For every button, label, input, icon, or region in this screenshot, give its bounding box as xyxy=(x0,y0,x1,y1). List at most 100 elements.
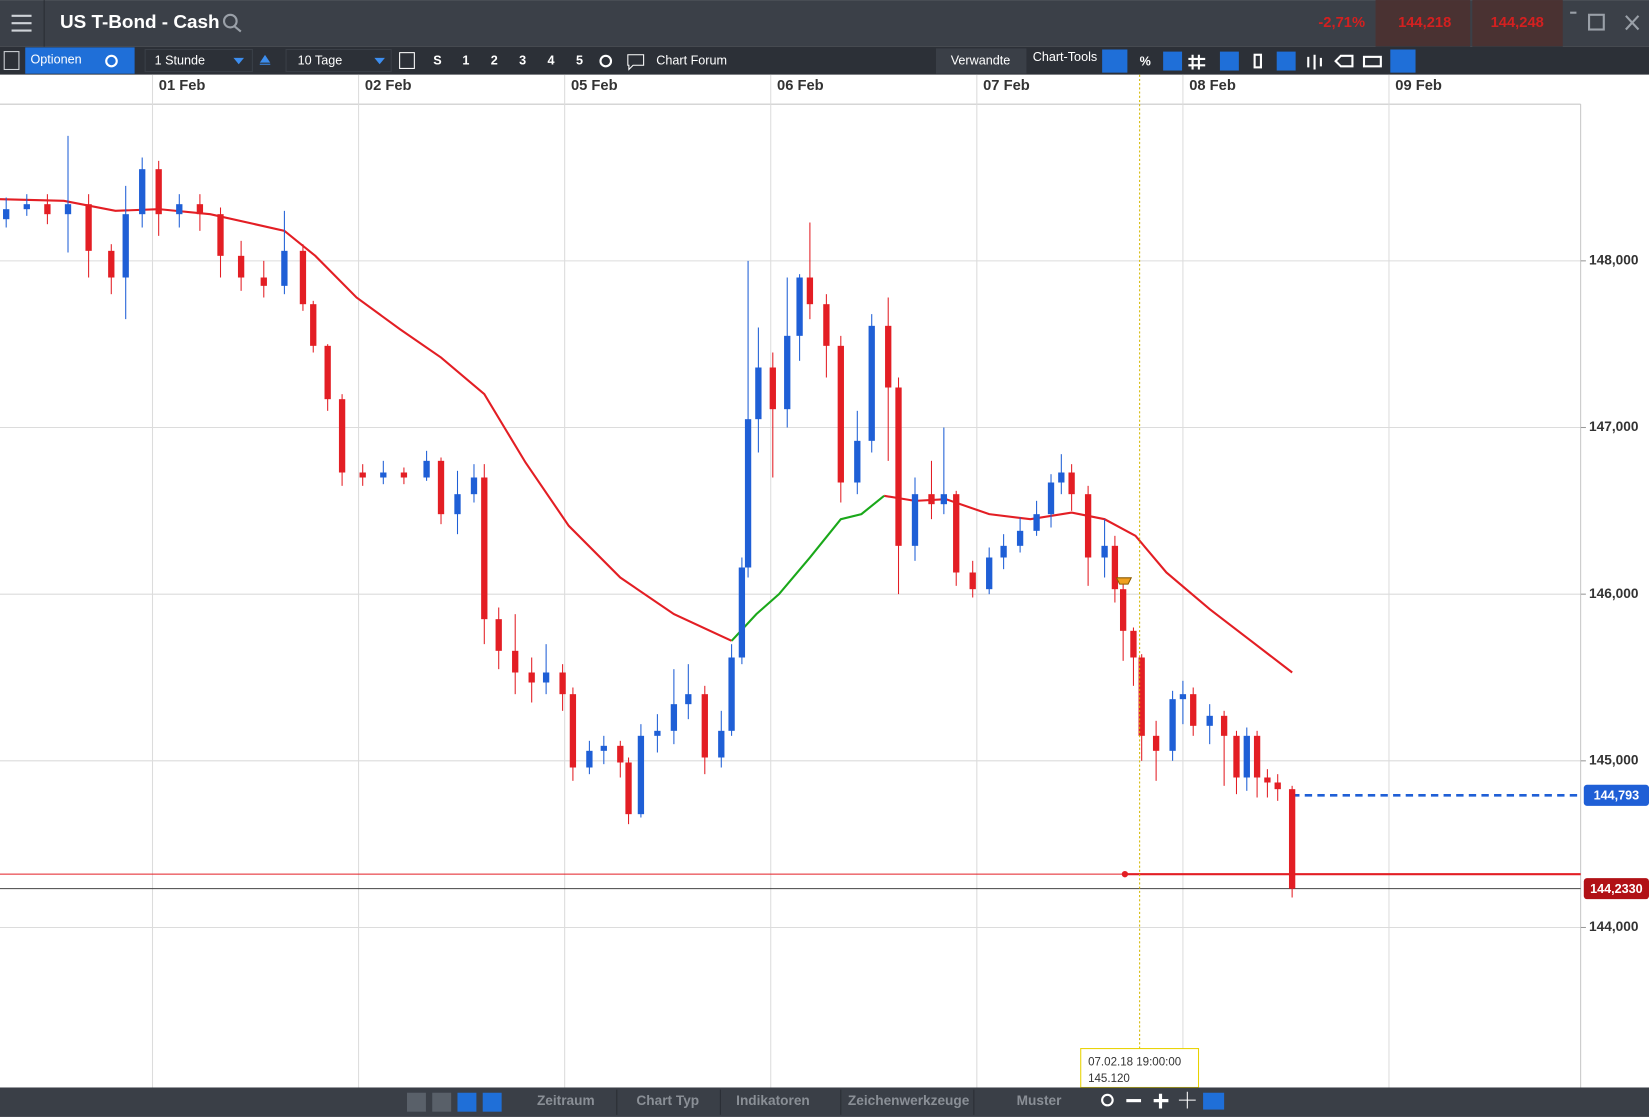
tool-button[interactable] xyxy=(1276,51,1296,71)
window-icon[interactable] xyxy=(1588,13,1605,31)
candle-body xyxy=(338,399,346,473)
calendar-icon[interactable] xyxy=(399,52,415,69)
settings-gear[interactable] xyxy=(599,54,613,68)
preset-button[interactable]: 4 xyxy=(548,53,555,67)
buy-box[interactable] xyxy=(1472,0,1563,47)
header-bar xyxy=(0,0,1649,47)
tool-button[interactable] xyxy=(1102,49,1128,73)
clear-button[interactable] xyxy=(432,1092,452,1112)
preset-button[interactable]: 2 xyxy=(491,53,498,67)
date-axis xyxy=(0,74,1649,105)
candle-body xyxy=(380,472,387,478)
candle-body xyxy=(1253,735,1261,778)
candle-body xyxy=(237,255,245,278)
search-icon[interactable] xyxy=(222,13,242,33)
percent-button[interactable]: % xyxy=(1140,54,1151,68)
candle-body xyxy=(310,304,317,346)
candle-body xyxy=(1000,545,1007,558)
candle-body xyxy=(470,477,478,495)
candle-body xyxy=(617,745,624,763)
sell-box[interactable] xyxy=(1375,0,1471,47)
candle-body xyxy=(1058,472,1065,483)
candle-body xyxy=(1179,694,1187,700)
moving-average xyxy=(730,495,885,642)
candle-body xyxy=(569,694,577,768)
preset-button[interactable]: 1 xyxy=(462,53,469,67)
alert-marker xyxy=(1115,577,1133,585)
footer-tab[interactable]: Muster xyxy=(1017,1093,1062,1108)
candle-body xyxy=(940,494,948,505)
options-label: Optionen xyxy=(30,52,81,66)
lock-icon[interactable] xyxy=(259,54,271,65)
candle-body xyxy=(885,325,892,388)
x-tick-label: 02 Feb xyxy=(365,78,412,94)
tool-button[interactable] xyxy=(1219,51,1239,71)
label-tool[interactable] xyxy=(1334,54,1354,68)
footer-tab[interactable]: Zeitraum xyxy=(537,1093,595,1108)
preset-button[interactable]: 3 xyxy=(519,53,526,67)
sidebar-icon[interactable] xyxy=(3,51,20,71)
grid-tool[interactable] xyxy=(1188,54,1206,70)
zoom-icon[interactable] xyxy=(1101,1093,1114,1107)
toolbar xyxy=(0,46,1649,75)
candle-body xyxy=(176,204,183,215)
candle-body xyxy=(44,204,51,215)
footer-tab[interactable]: Chart Typ xyxy=(636,1093,699,1108)
candle-body xyxy=(1047,482,1055,515)
tool-button[interactable] xyxy=(1390,49,1416,73)
forum-label[interactable]: Chart Forum xyxy=(656,53,727,67)
crosshair-value: 145.120 xyxy=(1088,1073,1130,1085)
candle-body xyxy=(895,387,902,546)
x-tick-label: 05 Feb xyxy=(571,78,618,94)
interval-dropdown[interactable] xyxy=(144,48,253,73)
tool-button[interactable] xyxy=(1163,51,1183,71)
dropdown-arrow xyxy=(374,57,385,65)
candle-body xyxy=(1084,494,1092,558)
menu-icon[interactable] xyxy=(11,14,32,32)
candle-body xyxy=(1233,735,1240,778)
footer-icons xyxy=(406,1091,1225,1112)
forum-icon[interactable] xyxy=(627,54,645,71)
range-label: 10 Tage xyxy=(298,53,343,67)
candle-body xyxy=(1068,472,1075,495)
preset-button[interactable]: 5 xyxy=(576,53,583,67)
data-button[interactable] xyxy=(1203,1092,1225,1110)
y-tick-label: 147,000 xyxy=(1589,419,1639,434)
related-button[interactable] xyxy=(935,48,1027,74)
candle-body xyxy=(986,557,993,590)
x-tick-label: 01 Feb xyxy=(159,78,206,94)
scroll-button[interactable] xyxy=(482,1092,502,1112)
crosshair-tool[interactable] xyxy=(1178,1091,1196,1109)
range-dropdown[interactable] xyxy=(285,48,392,73)
candle-body xyxy=(281,250,288,286)
zoom-out[interactable] xyxy=(1126,1099,1142,1103)
candle-tool[interactable] xyxy=(1253,53,1262,69)
y-tick-label: 144,000 xyxy=(1589,919,1639,934)
candle-body xyxy=(528,672,535,683)
footer-tabs: Zeitraum Chart Typ Indikatoren Zeichenwerkz… xyxy=(537,1089,1062,1115)
x-tick-label: 08 Feb xyxy=(1189,78,1236,94)
candle-body xyxy=(837,345,844,483)
footer-tab[interactable]: Zeichenwerkzeuge xyxy=(848,1093,970,1108)
plot-area: 144,000 145,000 146,000 147,000 148,000 01 Fe… xyxy=(0,74,1649,1089)
candle-body xyxy=(324,345,331,400)
candle-body xyxy=(454,494,461,515)
x-tick-label: 07 Feb xyxy=(983,78,1030,94)
candle-body xyxy=(1190,694,1197,726)
refresh-button[interactable] xyxy=(406,1092,426,1112)
options-gear[interactable] xyxy=(105,54,118,68)
zoom-in[interactable] xyxy=(1153,1093,1169,1109)
candle-body xyxy=(139,169,146,215)
indicator-tool[interactable] xyxy=(1307,54,1322,70)
candle-body xyxy=(1111,545,1119,590)
candle-body xyxy=(701,694,708,758)
preset-button[interactable]: S xyxy=(433,53,441,67)
footer-tab[interactable]: Indikatoren xyxy=(736,1093,810,1108)
candle-body xyxy=(1220,715,1228,736)
candle-body xyxy=(728,657,735,731)
close-icon[interactable] xyxy=(1625,15,1640,31)
print-tool[interactable] xyxy=(1362,55,1382,68)
candle-body xyxy=(1101,545,1108,558)
draw-button[interactable] xyxy=(457,1092,477,1112)
candle-body xyxy=(1130,630,1137,658)
